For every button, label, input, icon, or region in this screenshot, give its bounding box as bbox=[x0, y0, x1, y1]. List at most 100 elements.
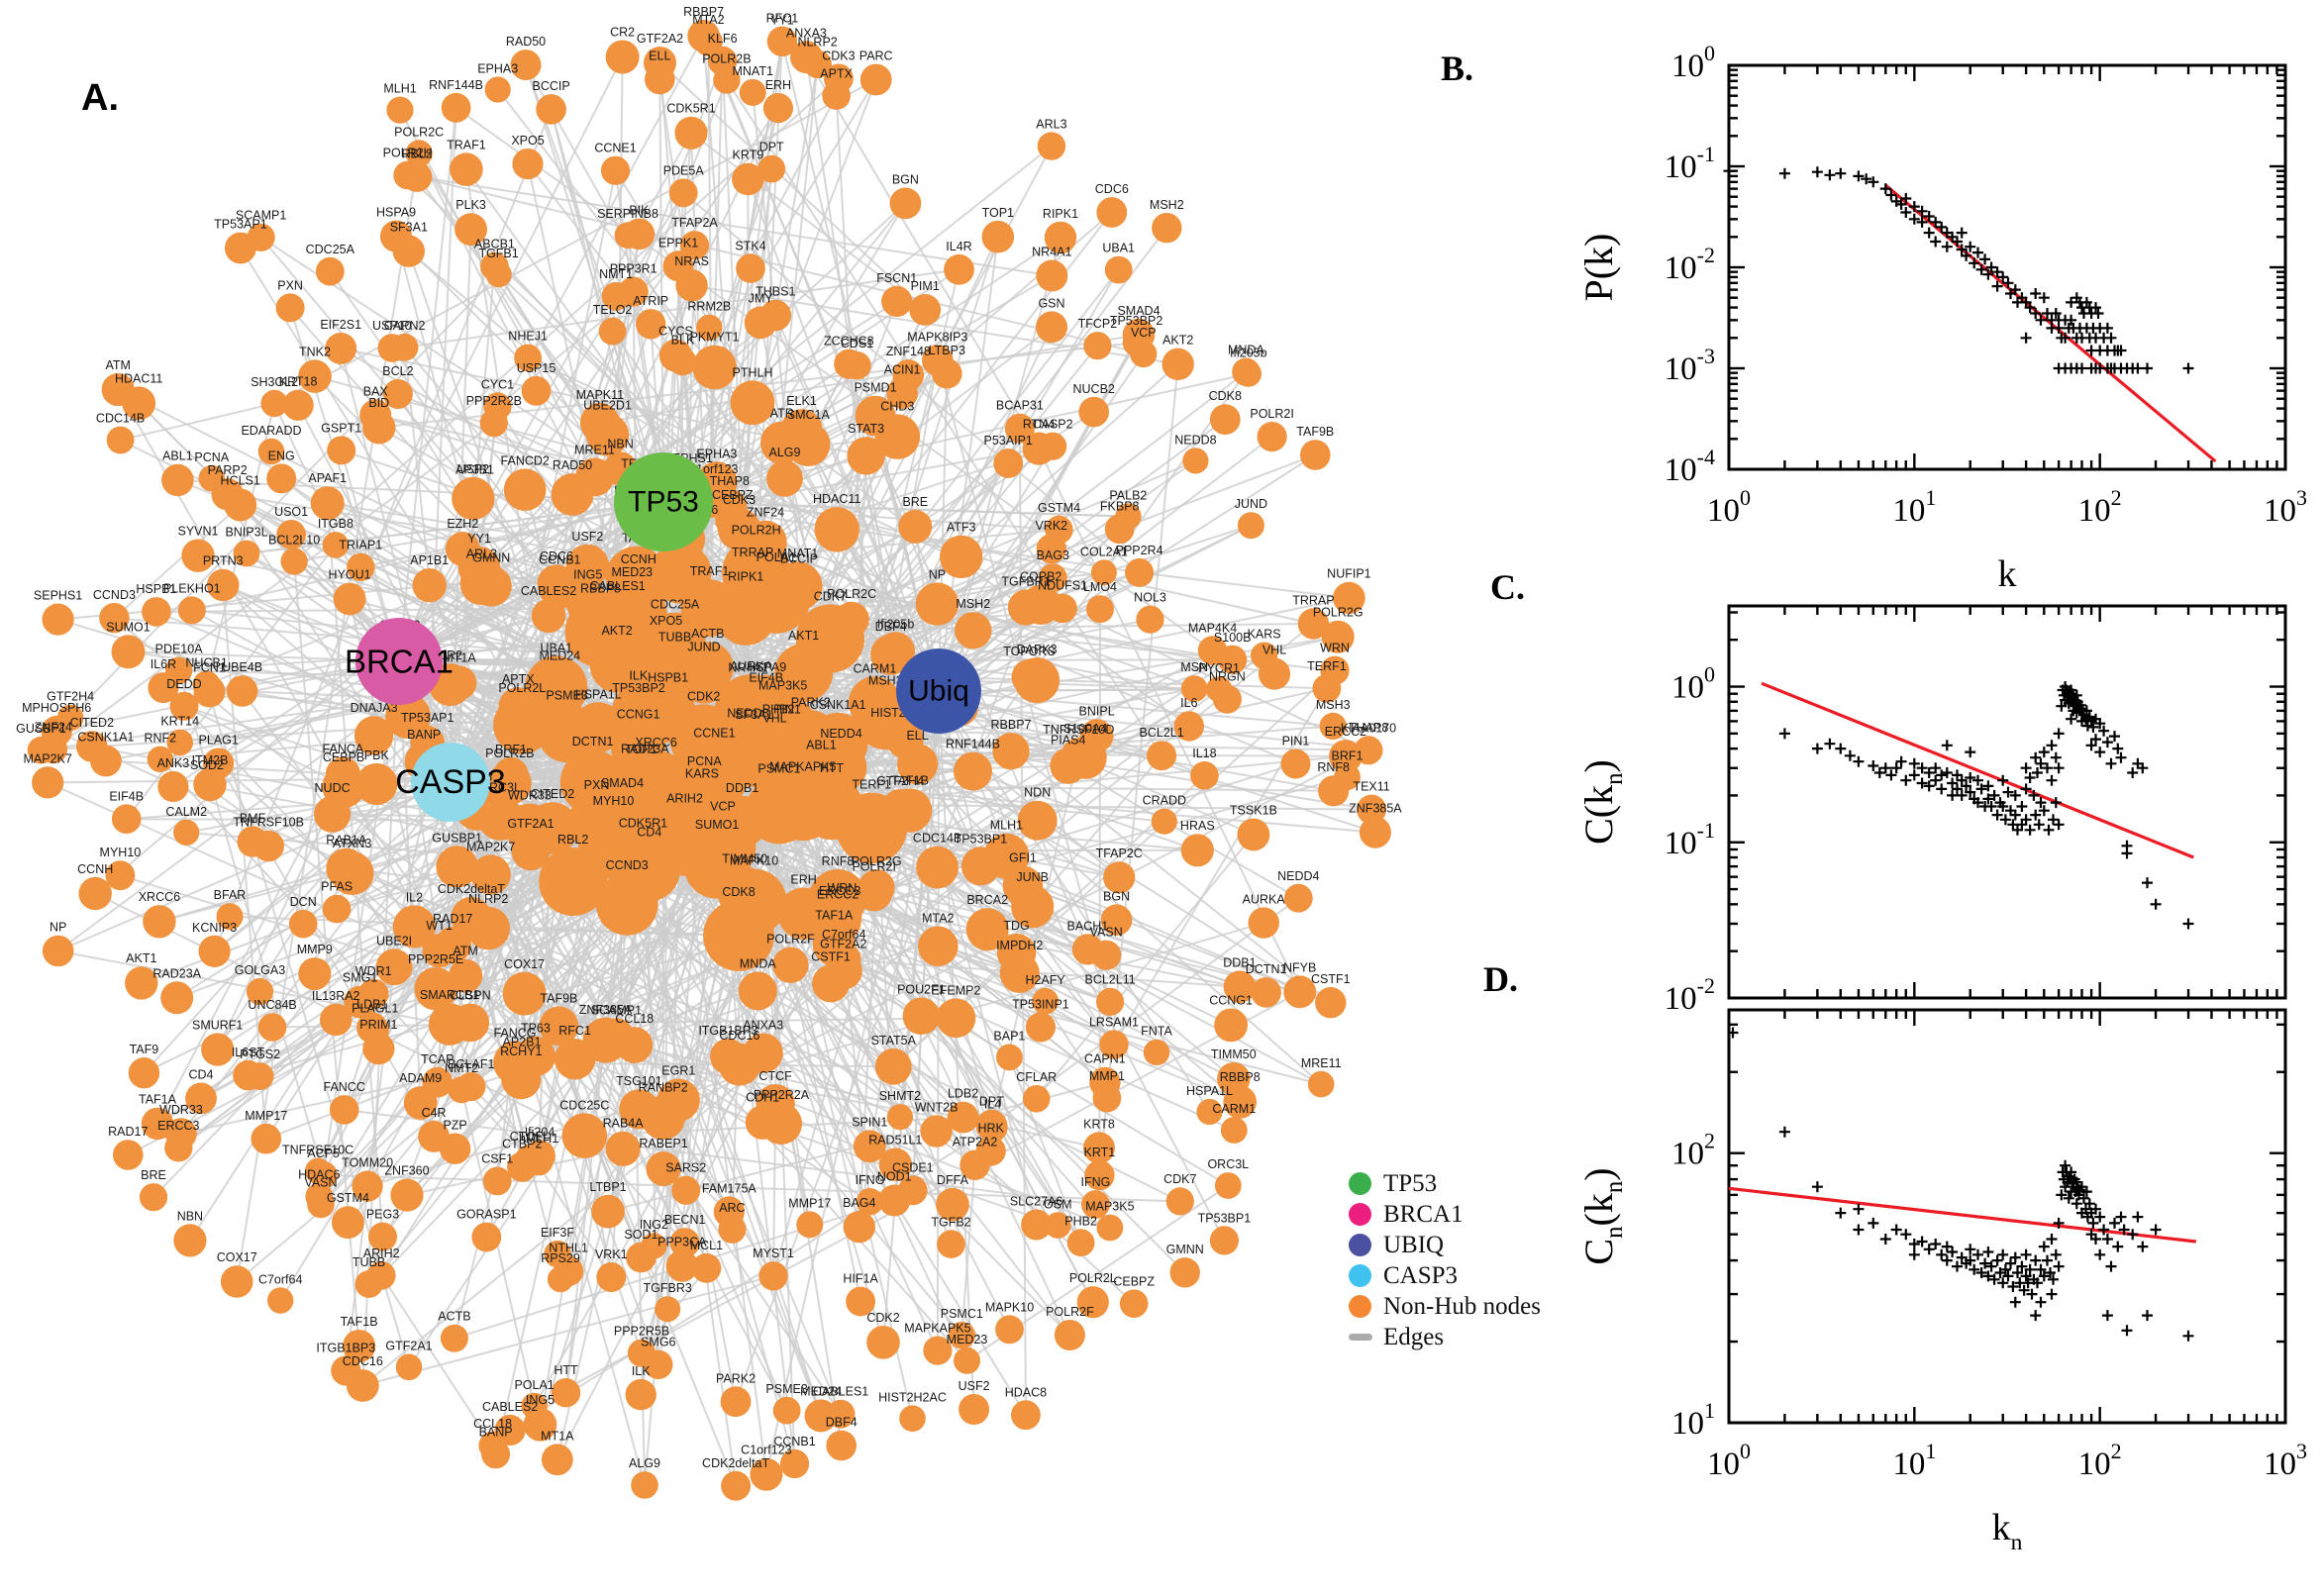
network-node bbox=[454, 213, 487, 247]
network-node-label: CCNH bbox=[621, 552, 656, 566]
network-node bbox=[185, 1082, 217, 1115]
network-node bbox=[1147, 741, 1177, 771]
network-node-label: AURKA bbox=[730, 659, 773, 673]
network-node-label: CDK5R1 bbox=[666, 102, 715, 116]
network-node-label: TOP1 bbox=[982, 206, 1014, 220]
network-node-label: TAF9 bbox=[130, 1043, 159, 1056]
network-node-label: MNAT1 bbox=[777, 547, 818, 560]
network-node-label: POLR2I bbox=[852, 859, 895, 873]
network-node bbox=[379, 220, 413, 252]
network-node-label: RAD50 bbox=[506, 35, 546, 49]
axis-tick-label: 10-2 bbox=[1665, 243, 1715, 286]
network-node bbox=[696, 314, 723, 341]
network-node bbox=[352, 1170, 383, 1202]
network-node-label: ABL1 bbox=[162, 449, 193, 463]
network-node-label: ERH bbox=[790, 873, 816, 887]
network-node bbox=[1081, 1190, 1110, 1219]
network-node-label: CDK7 bbox=[1163, 1172, 1196, 1186]
network-node bbox=[498, 687, 539, 727]
network-node bbox=[78, 876, 112, 911]
network-node bbox=[1315, 987, 1347, 1019]
network-node bbox=[275, 293, 305, 323]
network-edge bbox=[450, 781, 788, 1412]
network-node bbox=[1100, 904, 1133, 936]
brca1-dot-icon bbox=[1349, 1203, 1371, 1226]
network-node bbox=[1045, 1212, 1071, 1239]
network-node-label: XRCC6 bbox=[635, 736, 676, 749]
network-node bbox=[233, 540, 260, 567]
network-node-label: BRF1 bbox=[1332, 748, 1364, 762]
network-node-label: BCL2L1 bbox=[1140, 726, 1184, 740]
network-edge bbox=[362, 1274, 774, 1387]
network-node bbox=[959, 1394, 990, 1425]
network-node-label: VCP bbox=[710, 800, 736, 814]
network-node bbox=[669, 1228, 700, 1258]
network-node-label: ATXN3 bbox=[333, 837, 371, 850]
network-node-label: BIK bbox=[629, 204, 650, 218]
network-node bbox=[937, 1230, 965, 1258]
network-node-label: LDB2 bbox=[948, 1087, 978, 1101]
network-node-label: TELO2 bbox=[593, 303, 633, 317]
network-node-label: RNF8 bbox=[822, 854, 855, 868]
network-node bbox=[1258, 657, 1291, 690]
network-node bbox=[111, 804, 142, 834]
network-node-label: NTHL1 bbox=[549, 1242, 588, 1255]
network-node-label: NFYB bbox=[1283, 960, 1316, 974]
network-node bbox=[1022, 1085, 1051, 1113]
network-node-label: VASN bbox=[304, 1176, 337, 1190]
network-node bbox=[326, 848, 367, 889]
network-node-label: ARL3 bbox=[466, 548, 497, 561]
network-node-label: PPP2R2A bbox=[754, 1088, 810, 1102]
network-node-label: TNFRSF10C bbox=[282, 1144, 354, 1157]
network-node bbox=[1122, 318, 1156, 351]
network-node bbox=[718, 1215, 747, 1244]
network-node bbox=[343, 1330, 376, 1363]
network-node-label: CDK2deltaT bbox=[438, 882, 505, 896]
network-node bbox=[595, 872, 658, 936]
y-axis-label: C(kn) bbox=[1576, 759, 1628, 845]
network-edge bbox=[128, 650, 400, 662]
network-edge bbox=[1035, 834, 1255, 1100]
network-node-label: ITGB8 bbox=[318, 517, 354, 531]
network-node-label: TAF9B bbox=[540, 992, 577, 1006]
network-node-label: UBA1 bbox=[1102, 242, 1135, 255]
network-edge bbox=[52, 422, 495, 750]
network-node-label: WDR1 bbox=[355, 964, 392, 978]
network-node-label: TRAF1 bbox=[447, 138, 486, 151]
network-node-label: EFEMP2 bbox=[931, 983, 980, 997]
network-node bbox=[1333, 581, 1365, 615]
hub-node-brca1 bbox=[355, 618, 443, 705]
network-node bbox=[511, 832, 551, 871]
network-node-label: KRT8 bbox=[1083, 1117, 1115, 1131]
network-node bbox=[847, 437, 885, 475]
network-node bbox=[796, 1211, 824, 1239]
network-node-label: POLR2G bbox=[852, 854, 902, 868]
network-node bbox=[636, 309, 666, 340]
network-node-label: CD4 bbox=[188, 1068, 213, 1082]
network-node-label: THAP8 bbox=[710, 474, 750, 488]
network-node-label: CR2 bbox=[438, 648, 462, 662]
network-node-label: XRCC6 bbox=[139, 890, 180, 904]
network-node bbox=[354, 716, 394, 755]
network-node-label: HRK bbox=[977, 1122, 1004, 1136]
network-node-label: NBN bbox=[607, 437, 633, 450]
network-node-label: POLR2G bbox=[1313, 606, 1364, 620]
network-node-label: PZP bbox=[443, 1119, 466, 1133]
network-node-label: UBE2D1 bbox=[583, 399, 632, 413]
network-node-label: Ifi205b bbox=[1230, 347, 1267, 360]
network-node-label: RTN4 bbox=[1023, 418, 1055, 432]
network-node bbox=[1162, 348, 1194, 380]
network-node-label: VASN bbox=[1090, 926, 1123, 940]
network-node bbox=[344, 985, 376, 1019]
network-node-label: THBS1 bbox=[756, 285, 795, 299]
network-node-label: PTHLH bbox=[733, 365, 773, 379]
network-node-label: CDK3 bbox=[822, 50, 855, 63]
network-node bbox=[169, 691, 199, 721]
network-node-label: BCAP31 bbox=[996, 399, 1044, 413]
network-node bbox=[1045, 515, 1073, 545]
network-node bbox=[412, 568, 447, 603]
network-node-label: CEBPB bbox=[323, 750, 364, 764]
network-node-label: MNDA bbox=[740, 956, 776, 970]
